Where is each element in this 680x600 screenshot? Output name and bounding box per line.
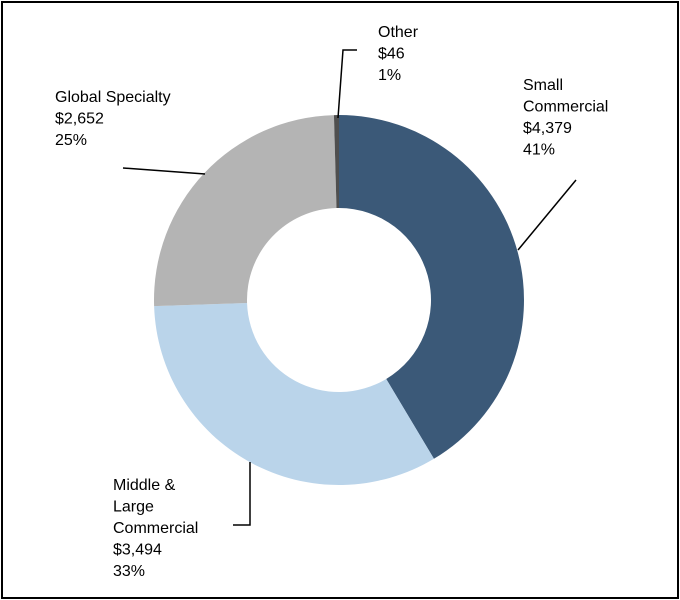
leader-line-middle-large-commercial <box>233 462 251 526</box>
data-label-line: Global Specialty <box>55 89 171 106</box>
slice-small-commercial <box>339 115 524 459</box>
leader-lines <box>122 49 577 526</box>
slice-other <box>333 115 339 209</box>
data-label-line: $3,494 <box>113 542 162 559</box>
data-label-line: 41% <box>523 142 555 159</box>
data-label-line: 1% <box>378 67 401 84</box>
slice-global-specialty <box>154 115 337 307</box>
leader-line-other <box>337 49 357 119</box>
data-label-line: Small <box>523 77 563 94</box>
data-label-line: Commercial <box>113 520 198 537</box>
data-label-middle-large-commercial: Middle & Large Commercial $3,494 33% <box>113 477 198 580</box>
data-label-line: $46 <box>378 46 405 63</box>
data-label-global-specialty: Global Specialty $2,652 25% <box>55 89 171 149</box>
slice-middle-large-commercial <box>154 303 434 485</box>
data-label-small-commercial: Small Commercial $4,379 41% <box>523 77 608 159</box>
data-label-line: Commercial <box>523 99 608 116</box>
data-label-line: Large <box>113 499 154 516</box>
data-label-line: 25% <box>55 132 87 149</box>
leader-line-small-commercial <box>517 179 577 251</box>
leader-line-global-specialty <box>122 167 206 175</box>
data-label-line: $2,652 <box>55 111 104 128</box>
data-label-line: 33% <box>113 563 145 580</box>
data-label-line: $4,379 <box>523 120 572 137</box>
slice-labels: Small Commercial $4,379 41% Middle & Large Com… <box>55 24 608 580</box>
data-label-line: Other <box>378 24 419 41</box>
data-label-other: Other $46 1% <box>378 24 419 84</box>
data-label-line: Middle & <box>113 477 176 494</box>
donut-slices <box>154 115 524 485</box>
